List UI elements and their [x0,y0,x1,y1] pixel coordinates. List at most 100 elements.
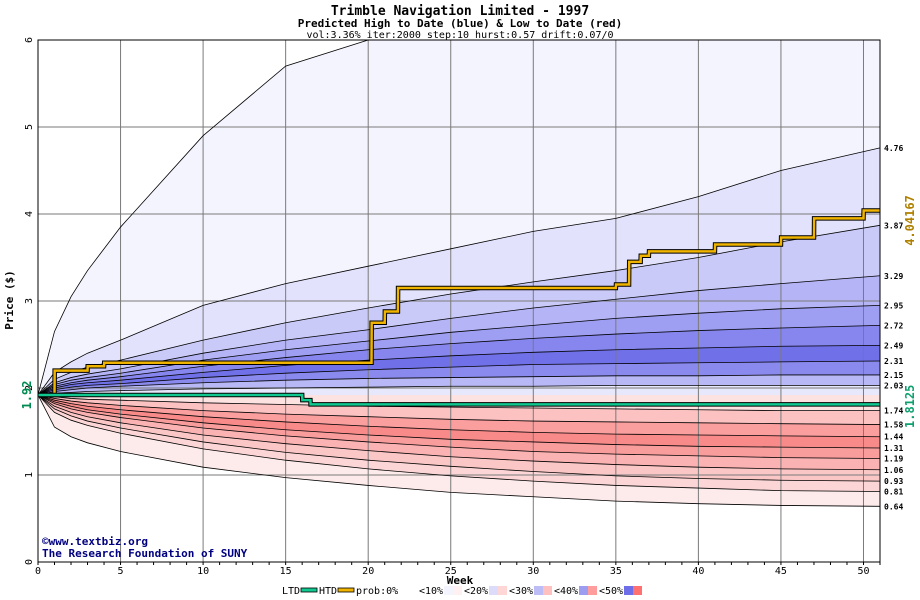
blue-band-4 [38,305,880,395]
band-line-high-2.03 [38,384,880,396]
blue-band-6 [38,345,880,395]
band-line-low-1.19 [38,394,880,459]
x-tick-label: 30 [527,566,539,577]
band-line-high-3.29 [38,275,880,396]
x-tick-label: 35 [610,566,622,577]
x-tick-label: 20 [362,566,374,577]
blue-band-1 [38,147,880,395]
y-tick-label: 4 [24,211,35,217]
legend-swatch-red [588,586,597,595]
legend-swatch-blue [624,586,633,595]
right-value-label: 0.93 [884,477,903,486]
band-line-low-0.81 [38,394,880,492]
legend: LTD HTD prob:0% <10% <20% <30% <40% <50% [282,586,642,597]
right-value-label: 0.81 [884,488,903,497]
right-value-label: 0.64 [884,502,903,511]
plot-frame [37,39,881,563]
blue-band-8 [38,374,880,395]
legend-swatch-blue [399,586,408,595]
right-value-label: 2.72 [884,321,903,330]
y-axis-label: Price ($) [3,270,16,330]
legend-swatch-blue [444,586,453,595]
legend-swatch-red [633,586,642,595]
band-line-outer-high [38,40,880,396]
band-line-high-2.95 [38,304,880,396]
series [38,208,880,407]
right-value-label: 2.03 [884,381,903,390]
x-tick-label: 15 [280,566,292,577]
htd-end-label: 4.04167 [903,195,917,246]
blue-band-3 [38,275,880,395]
y-tick-labels: 0 1 2 3 4 5 6 [24,37,35,565]
legend-label: LTD [282,586,300,597]
y-tick-label: 2 [24,385,35,391]
red-band-6 [38,394,880,482]
legend-swatch-blue [579,586,588,595]
band-line-high-2.72 [38,324,880,396]
y-tick-label: 3 [24,298,35,304]
right-value-labels: 4.76 3.87 3.29 2.95 2.72 2.49 2.31 2.152.03 1.74… [884,144,903,511]
right-value-label: 1.19 [884,454,903,463]
y-tick-label: 5 [24,124,35,130]
band-line-high-2.31 [38,360,880,396]
copyright-symbol: © [42,535,49,548]
legend-label: <10% [419,586,443,597]
legend-label: <30% [509,586,533,597]
right-value-label: 1.74 [884,407,903,416]
x-axis-label: Week [447,574,474,587]
right-value-label: 3.87 [884,221,903,230]
red-outer-band [38,394,880,507]
blue-band-7 [38,361,880,395]
red-band-4 [38,394,880,459]
band-line-high-2.15 [38,374,880,396]
x-tick-label: 0 [35,566,41,577]
y-tick-label: 1 [24,472,35,478]
red-band-7 [38,394,880,492]
chart-title: Trimble Navigation Limited - 1997 [331,4,589,19]
band-line-low-1.44 [38,394,880,438]
x-tick-label: 5 [118,566,124,577]
right-value-label: 2.31 [884,357,903,366]
band-line-low-0.64 [38,394,880,507]
right-value-label: 2.49 [884,341,903,350]
chart-params: vol:3.36% iter:2000 step:10 hurst:0.57 d… [306,30,613,41]
y-tick-label: 0 [24,559,35,565]
legend-swatch-red [543,586,552,595]
red-band-5 [38,394,880,470]
band-line-low-1.06 [38,394,880,471]
red-band-1 [38,394,880,425]
x-tick-label: 10 [197,566,209,577]
legend-swatch-blue [489,586,498,595]
x-tick-label: 45 [775,566,787,577]
blue-band-2 [38,225,880,395]
right-value-label: 2.95 [884,301,903,310]
band-line-low-0.93 [38,394,880,482]
legend-swatch-red [453,586,462,595]
htd-series-line [38,209,880,397]
right-value-label: 1.31 [884,444,903,453]
start-price-label: 1.92 [20,381,34,410]
x-tick-label: 40 [692,566,704,577]
red-band-2 [38,394,880,437]
legend-label: <40% [554,586,578,597]
right-value-label: 4.76 [884,144,903,153]
right-value-label: 1.58 [884,421,903,430]
legend-line-swatch [337,587,355,593]
legend-label: <50% [599,586,623,597]
right-value-label: 1.44 [884,433,903,442]
legend-label: HTD [319,586,337,597]
right-value-label: 1.06 [884,466,903,475]
right-value-label: 3.29 [884,272,903,281]
band-line-low-1.31 [38,394,880,449]
chart-subtitle: Predicted High to Date (blue) & Low to D… [298,17,623,30]
legend-swatch-red [408,586,417,595]
x-tick-label: 25 [445,566,457,577]
legend-line-swatch [300,587,318,593]
blue-band-0 [38,40,880,395]
legend-swatch-blue [534,586,543,595]
y-tick-label: 6 [24,37,35,43]
blue-band-5 [38,325,880,395]
legend-label: <20% [464,586,488,597]
legend-swatch-red [498,586,507,595]
